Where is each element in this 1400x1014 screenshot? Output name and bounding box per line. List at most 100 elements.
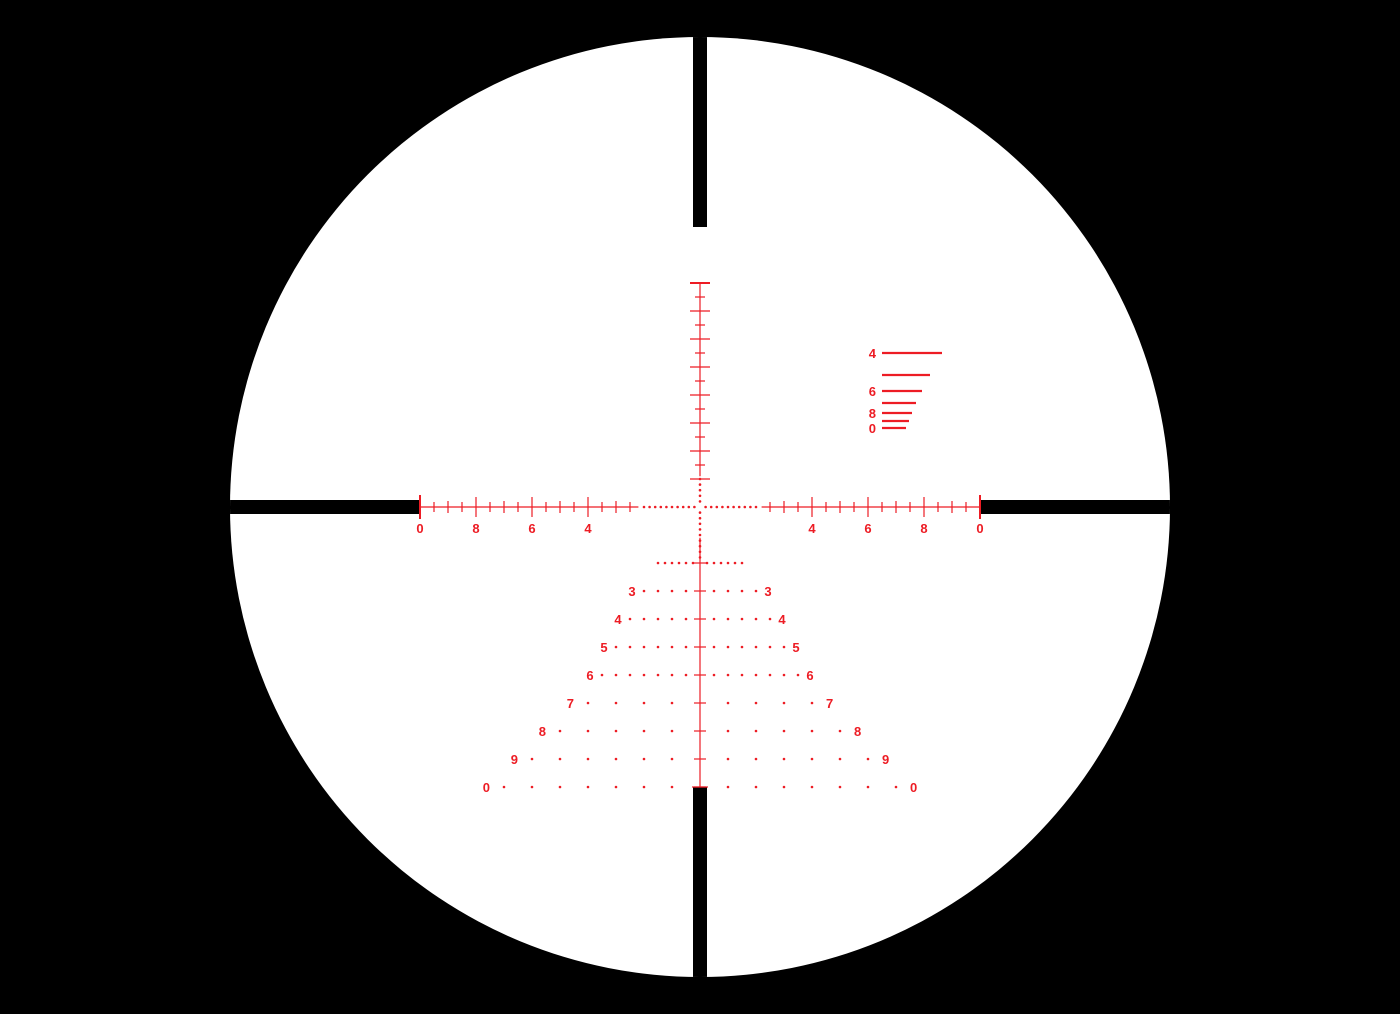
ranging-label: 8 [869,406,876,421]
tree-dot [811,702,814,705]
tree-dot [783,730,786,733]
tree-row-label-left: 6 [586,668,593,683]
tree-dot [811,758,814,761]
tree-row-label-left: 5 [600,640,607,655]
tree-dot [741,562,744,565]
tree-dot [741,590,744,593]
center-h-dot [732,506,735,509]
center-h-dot [721,506,724,509]
tree-dot [713,646,716,649]
tree-dot [867,786,870,789]
tree-dot [783,786,786,789]
tree-row-label-right: 6 [806,668,813,683]
tree-dot [643,618,646,621]
center-h-dot [710,506,713,509]
tree-dot [741,618,744,621]
tree-dot [727,674,730,677]
tree-dot [741,674,744,677]
tree-dot [671,786,674,789]
tree-dot [671,618,674,621]
center-h-dot [704,506,707,509]
ranging-label: 0 [869,421,876,436]
tree-row-label-right: 9 [882,752,889,767]
tree-dot [797,674,800,677]
tree-dot [678,562,681,565]
tree-row-label-right: 8 [854,724,861,739]
tree-row-label-left: 0 [483,780,490,795]
tree-dot [727,702,730,705]
tree-dot [755,674,758,677]
center-v-dot-up [699,478,702,481]
tree-dot [671,674,674,677]
center-h-dot [755,506,758,509]
tree-dot [895,786,898,789]
tree-dot [643,646,646,649]
post-left [220,500,420,514]
center-h-dot [693,506,696,509]
tree-dot [671,562,674,565]
tree-dot [783,758,786,761]
tree-dot [839,786,842,789]
tree-dot [587,730,590,733]
tree-dot [643,674,646,677]
h-tick-label: 4 [808,521,816,536]
tree-dot [657,590,660,593]
tree-dot [755,702,758,705]
center-v-dot-down [699,511,702,514]
tree-dot [664,562,667,565]
h-tick-label: 0 [416,521,423,536]
ranging-label: 6 [869,384,876,399]
tree-dot [685,674,688,677]
tree-dot [741,646,744,649]
tree-dot [615,646,618,649]
tree-dot [643,590,646,593]
tree-row-label-right: 5 [792,640,799,655]
center-v-dot-up [699,489,702,492]
tree-dot [671,646,674,649]
h-tick-label: 8 [472,521,479,536]
tree-dot [559,730,562,733]
center-v-dot-down [699,545,702,548]
tree-dot [629,646,632,649]
tree-dot [657,646,660,649]
center-v-dot-up [699,500,702,503]
tree-row-label-right: 3 [764,584,771,599]
tree-dot [769,674,772,677]
tree-dot [685,646,688,649]
tree-dot [727,786,730,789]
tree-dot [615,758,618,761]
tree-dot [755,758,758,761]
center-h-dot [688,506,691,509]
tree-dot [643,758,646,761]
center-h-dot [648,506,651,509]
tree-dot [615,730,618,733]
tree-row-label-left: 4 [614,612,622,627]
tree-dot [685,562,688,565]
center-h-dot [744,506,747,509]
tree-dot [755,786,758,789]
tree-dot [727,562,730,565]
center-v-dot-up [699,495,702,498]
tree-dot [769,618,772,621]
tree-dot [643,730,646,733]
center-v-dot-down [699,539,702,542]
tree-dot [755,618,758,621]
center-h-dot [716,506,719,509]
tree-dot [727,646,730,649]
tree-dot [643,786,646,789]
tree-dot [671,702,674,705]
tree-dot [657,562,660,565]
tree-dot [713,674,716,677]
tree-dot [531,758,534,761]
tree-dot [783,646,786,649]
tree-dot [503,786,506,789]
tree-dot [755,590,758,593]
tree-dot [755,730,758,733]
tree-dot [587,702,590,705]
center-h-dot [727,506,730,509]
center-v-dot-down [699,523,702,526]
tree-dot [615,674,618,677]
tree-dot [727,730,730,733]
tree-dot [657,618,660,621]
tree-dot [755,646,758,649]
